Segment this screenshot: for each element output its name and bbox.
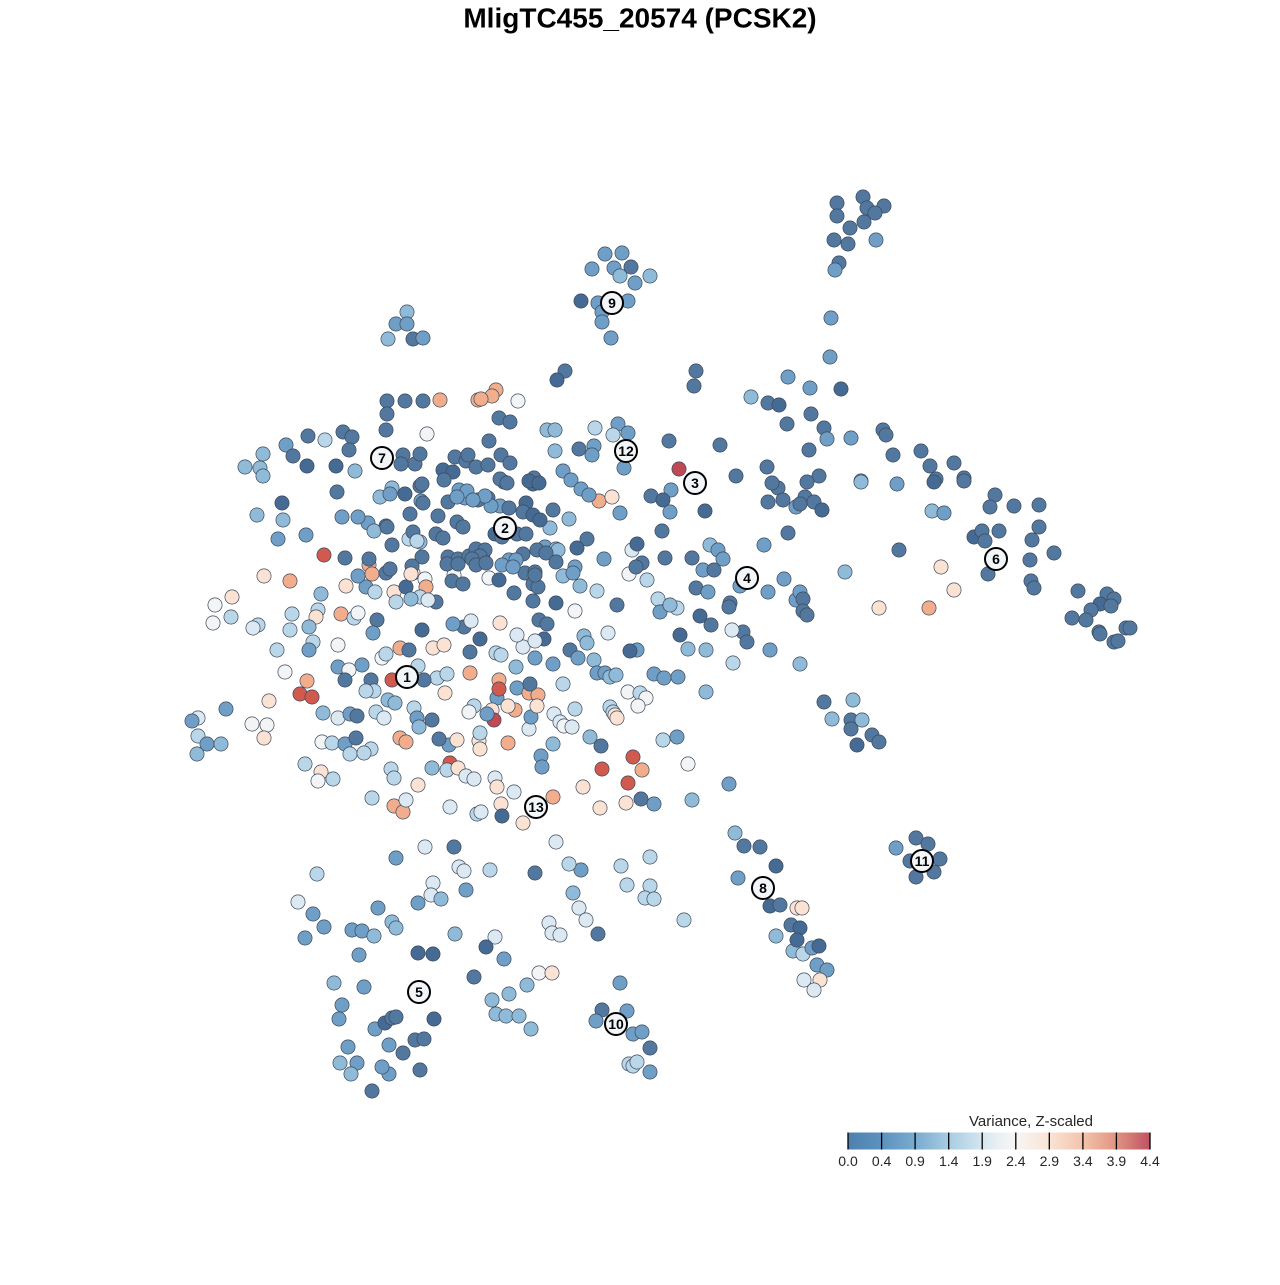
svg-text:9: 9 — [608, 295, 616, 311]
svg-text:5: 5 — [415, 984, 423, 1000]
svg-text:3.4: 3.4 — [1073, 1153, 1093, 1169]
svg-text:3: 3 — [691, 475, 699, 491]
svg-text:MligTC455_20574 (PCSK2): MligTC455_20574 (PCSK2) — [463, 3, 816, 34]
svg-text:13: 13 — [528, 799, 544, 815]
svg-text:2: 2 — [501, 520, 509, 536]
svg-text:0.0: 0.0 — [838, 1153, 858, 1169]
svg-text:1.9: 1.9 — [972, 1153, 992, 1169]
svg-text:2.4: 2.4 — [1006, 1153, 1026, 1169]
svg-text:4.4: 4.4 — [1140, 1153, 1160, 1169]
svg-text:4: 4 — [743, 570, 751, 586]
svg-text:3.9: 3.9 — [1107, 1153, 1127, 1169]
svg-text:1: 1 — [403, 669, 411, 685]
svg-text:6: 6 — [992, 551, 1000, 567]
svg-text:8: 8 — [759, 880, 767, 896]
svg-text:Variance, Z-scaled: Variance, Z-scaled — [969, 1113, 1093, 1130]
svg-text:12: 12 — [618, 443, 634, 459]
svg-text:7: 7 — [378, 450, 386, 466]
svg-text:0.4: 0.4 — [872, 1153, 892, 1169]
svg-text:1.4: 1.4 — [939, 1153, 959, 1169]
svg-text:0.9: 0.9 — [905, 1153, 925, 1169]
svg-text:2.9: 2.9 — [1040, 1153, 1060, 1169]
svg-text:10: 10 — [608, 1016, 624, 1032]
svg-text:11: 11 — [915, 853, 930, 869]
